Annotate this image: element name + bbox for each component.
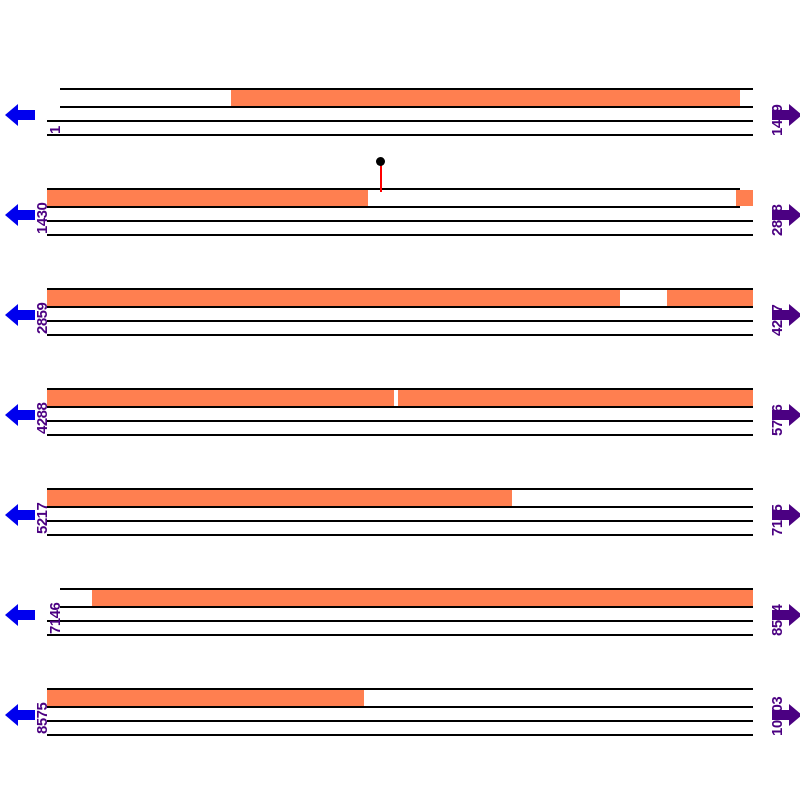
axis-rule — [47, 688, 753, 690]
feature-segment[interactable] — [47, 490, 512, 506]
feature-track — [0, 690, 800, 706]
axis-rule — [47, 534, 753, 536]
sequence-row: 857510003 — [0, 688, 800, 758]
sequence-row: 7146 8574 — [0, 588, 800, 658]
sequence-row: 2859 4287 — [0, 288, 800, 358]
axis-rule — [47, 134, 753, 136]
axis-rule — [60, 88, 753, 90]
axis-rule — [47, 320, 753, 322]
axis-rule — [47, 520, 753, 522]
sequence-row: 1430 2858 — [0, 157, 800, 258]
feature-track — [0, 590, 800, 606]
feature-segment[interactable] — [47, 290, 620, 306]
axis-rule — [47, 734, 753, 736]
axis-rule — [47, 188, 740, 190]
feature-segment[interactable] — [736, 190, 753, 206]
axis-rule — [47, 288, 753, 290]
axis-rule — [47, 434, 753, 436]
axis-rule — [47, 334, 753, 336]
axis-rule — [47, 720, 753, 722]
axis-rule — [47, 306, 753, 308]
feature-track — [0, 290, 800, 306]
axis-rule — [47, 220, 753, 222]
axis-rule — [47, 620, 753, 622]
axis-rule — [47, 706, 753, 708]
axis-rule — [47, 634, 753, 636]
feature-track — [0, 190, 800, 206]
sequence-row: 5217 7145 — [0, 488, 800, 558]
feature-segment[interactable] — [47, 390, 394, 406]
feature-segment[interactable] — [667, 290, 753, 306]
axis-rule — [47, 234, 753, 236]
start-coordinate-label: 7146 — [47, 602, 64, 634]
feature-track — [0, 90, 800, 106]
axis-rule — [47, 506, 753, 508]
feature-segment[interactable] — [398, 390, 753, 406]
axis-rule — [47, 206, 740, 208]
feature-track — [0, 390, 800, 406]
axis-rule — [47, 406, 753, 408]
feature-segment[interactable] — [231, 90, 740, 106]
sequence-row: 1 1429 — [0, 88, 800, 158]
variant-marker-stem — [380, 164, 382, 192]
sequence-row: 4288 5716 — [0, 388, 800, 458]
axis-rule — [47, 488, 753, 490]
feature-segment[interactable] — [47, 190, 368, 206]
axis-rule — [60, 106, 753, 108]
start-coordinate-label: 1 — [47, 126, 64, 134]
axis-rule — [47, 388, 753, 390]
variant-marker-head[interactable] — [376, 157, 385, 166]
axis-rule — [47, 120, 753, 122]
feature-track — [0, 490, 800, 506]
axis-rule — [60, 606, 753, 608]
axis-rule — [47, 420, 753, 422]
axis-rule — [60, 588, 753, 590]
feature-segment[interactable] — [47, 690, 364, 706]
feature-segment[interactable] — [92, 590, 753, 606]
